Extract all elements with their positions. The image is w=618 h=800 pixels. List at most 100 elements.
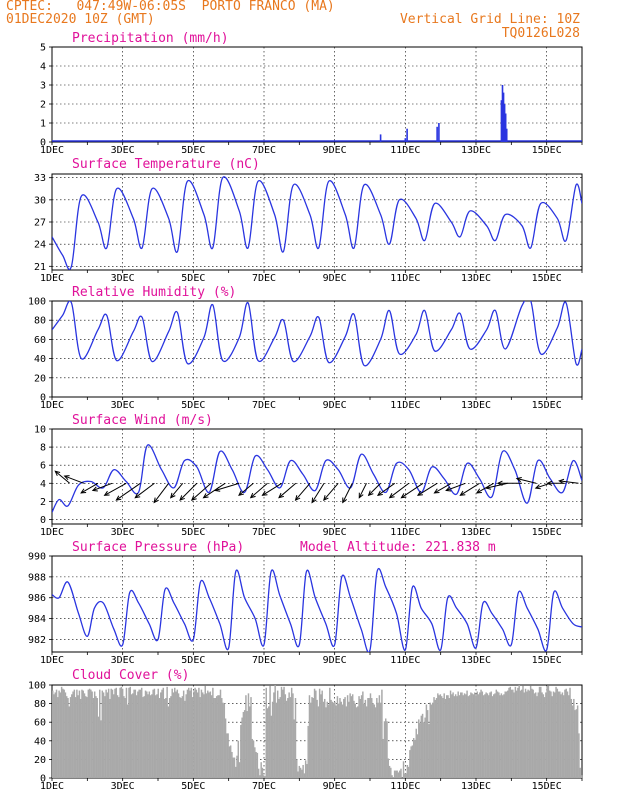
cloud-bar bbox=[171, 688, 173, 778]
temp-ytick: 21 bbox=[34, 262, 46, 273]
cloud-bar bbox=[101, 690, 104, 778]
cloud-bar bbox=[499, 695, 501, 778]
pressure-ytick: 990 bbox=[28, 552, 46, 563]
cloud-bar bbox=[534, 692, 537, 778]
cloud-bar bbox=[351, 694, 354, 778]
cloud-bar bbox=[503, 694, 505, 778]
rh-ytick: 60 bbox=[34, 335, 46, 346]
cloud-bar bbox=[381, 689, 383, 778]
cloud-bar bbox=[241, 717, 243, 778]
wind-vector bbox=[203, 482, 226, 499]
cloud-bar bbox=[161, 689, 163, 778]
rh-series-line bbox=[52, 301, 582, 367]
cloud-bar bbox=[135, 695, 138, 778]
cloud-bar bbox=[395, 770, 397, 778]
cloud-bar bbox=[443, 693, 445, 778]
cloud-bar bbox=[473, 692, 476, 778]
rh-ytick: 20 bbox=[34, 373, 46, 384]
cloud-bar bbox=[477, 694, 480, 778]
temp-xtick: 9DEC bbox=[323, 273, 347, 284]
cloud-bar bbox=[406, 764, 409, 778]
wind-arrowhead bbox=[134, 493, 141, 499]
cloud-bar bbox=[290, 687, 293, 778]
cloud-bar bbox=[568, 695, 570, 778]
wind-arrowhead bbox=[190, 495, 197, 501]
cloud-bar bbox=[321, 690, 323, 778]
cloud-bar bbox=[397, 772, 400, 778]
cloud-bar bbox=[331, 701, 334, 778]
cloud-bar bbox=[282, 689, 284, 778]
cloud-bar bbox=[554, 692, 556, 778]
cloud-bar bbox=[432, 702, 434, 778]
cloud-bar bbox=[560, 694, 562, 778]
cloud-bar bbox=[494, 693, 496, 778]
cloud-bar bbox=[59, 692, 62, 778]
cloud-bar bbox=[486, 693, 489, 778]
wind-vector bbox=[377, 482, 396, 496]
precip-ytick: 5 bbox=[40, 43, 46, 54]
cloud-bar bbox=[292, 693, 294, 778]
cloud-bar bbox=[482, 695, 485, 778]
cloud-bar bbox=[513, 692, 515, 778]
cloud-bar bbox=[579, 767, 581, 778]
wind-xtick: 5DEC bbox=[181, 527, 205, 538]
cloud-bar bbox=[157, 688, 159, 778]
cloud-bar bbox=[139, 689, 142, 778]
cloud-bar bbox=[475, 695, 477, 778]
cloud-bar bbox=[148, 691, 151, 778]
wind-arrowhead bbox=[294, 495, 301, 501]
cloud-bar bbox=[287, 698, 289, 778]
cloud-bar bbox=[205, 693, 208, 778]
cloud-bar bbox=[208, 692, 210, 778]
wind-vector bbox=[417, 482, 438, 496]
cloud-bar bbox=[391, 775, 393, 778]
cloud-bar bbox=[218, 695, 220, 778]
cloud-bar bbox=[158, 698, 161, 778]
cloud-bar bbox=[424, 717, 426, 778]
cloud-bar bbox=[379, 702, 382, 778]
cloud-bar bbox=[125, 687, 128, 778]
cloud-xtick: 3DEC bbox=[111, 781, 135, 792]
cloud-bar bbox=[65, 696, 68, 778]
cloud-bar bbox=[435, 698, 438, 778]
cloud-bar bbox=[411, 745, 414, 778]
cloud-bar bbox=[415, 728, 417, 778]
cloud-bar bbox=[55, 689, 58, 778]
wind-arrowhead bbox=[63, 475, 70, 481]
wind-arrowhead bbox=[445, 486, 452, 492]
cloud-bar bbox=[271, 701, 274, 778]
cloud-bar bbox=[201, 692, 204, 778]
temp-xtick: 3DEC bbox=[111, 273, 135, 284]
cloud-bar bbox=[259, 775, 261, 778]
cloud-bar bbox=[457, 691, 459, 778]
cloud-bar bbox=[480, 689, 482, 778]
cloud-bar bbox=[147, 694, 149, 778]
cloud-bar bbox=[119, 687, 121, 778]
temp-xtick: 1DEC bbox=[40, 273, 64, 284]
cloud-bar bbox=[374, 707, 377, 778]
cloud-bar bbox=[367, 698, 369, 778]
cloud-bar bbox=[532, 689, 534, 778]
wind-arrowhead bbox=[91, 486, 98, 492]
cloud-bar bbox=[215, 696, 218, 778]
wind-xtick: 7DEC bbox=[252, 527, 276, 538]
cloud-bar bbox=[543, 697, 546, 778]
wind-arrowhead bbox=[459, 490, 466, 496]
cloud-bar bbox=[181, 696, 184, 778]
cloud-bar bbox=[552, 691, 555, 778]
wind-xtick: 11DEC bbox=[390, 527, 420, 538]
cloud-bar bbox=[471, 693, 473, 778]
cloud-bar bbox=[179, 697, 181, 778]
cloud-bar bbox=[97, 716, 100, 778]
cloud-bar bbox=[462, 695, 464, 778]
cloud-bar bbox=[315, 690, 317, 778]
altitude-label: Model Altitude: 221.838 m bbox=[300, 540, 496, 555]
cloud-bar bbox=[371, 698, 373, 778]
cloud-bar bbox=[426, 710, 429, 778]
cloud-bar bbox=[518, 685, 520, 778]
cloud-bar bbox=[409, 750, 411, 778]
cloud-bar bbox=[372, 703, 374, 778]
cloud-xtick: 5DEC bbox=[181, 781, 205, 792]
cloud-bar bbox=[468, 695, 471, 778]
precip-bar bbox=[406, 128, 408, 142]
